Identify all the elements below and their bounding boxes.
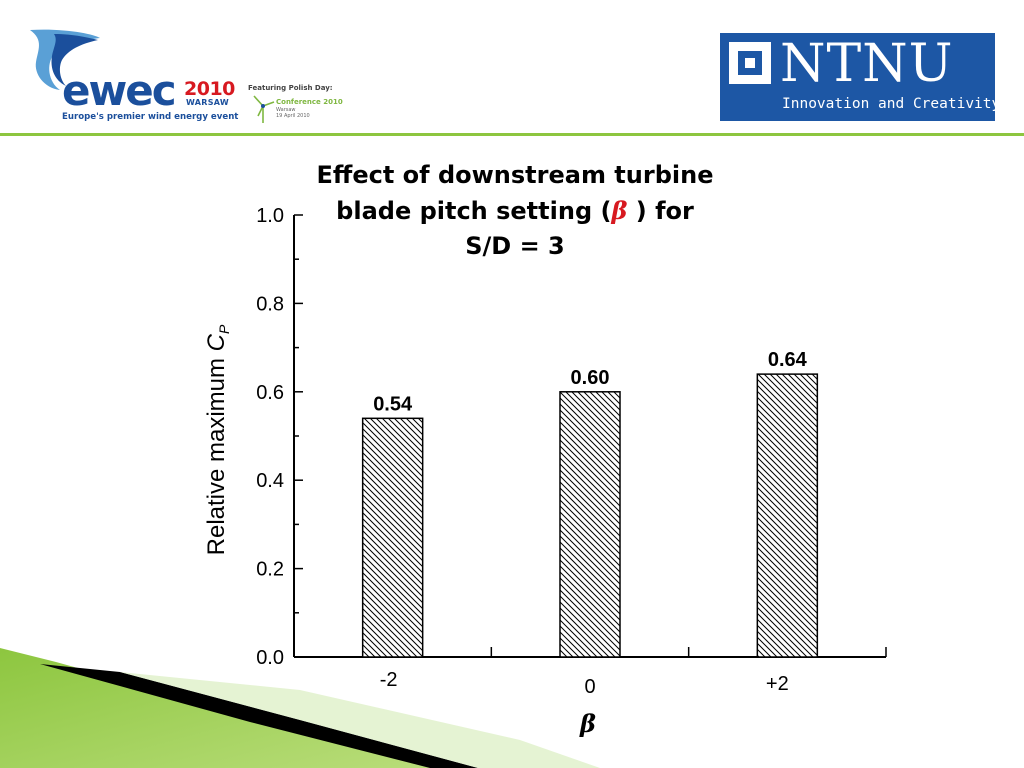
data-label: 0.54: [373, 393, 413, 415]
title-beta-symbol: β: [611, 196, 628, 225]
light-swoosh: [120, 672, 600, 768]
conference-date: 19 April 2010: [276, 113, 310, 119]
conference-title: Conference 2010: [276, 98, 343, 106]
y-tick-label: 1.0: [256, 205, 284, 227]
polish-day-label: Featuring Polish Day:: [248, 84, 333, 92]
ntnu-square-icon: [729, 42, 771, 84]
y-tick-label: 0.8: [256, 293, 284, 315]
small-turbine-icon: [253, 95, 275, 123]
bar--2: [361, 417, 424, 658]
y-tick-label: 0.6: [256, 382, 284, 404]
header-divider: [0, 133, 1024, 136]
chart-bars: [361, 373, 819, 658]
ntnu-slogan: Innovation and Creativity: [782, 96, 1001, 112]
bar-+2: [756, 373, 819, 658]
y-axis-label: Relative maximum CP: [203, 324, 232, 555]
data-label: 0.60: [571, 367, 610, 389]
ewec-year: 2010: [184, 78, 235, 100]
data-label: 0.64: [768, 349, 808, 371]
y-tick-label: 0.0: [256, 647, 284, 669]
chart-labels: 0.0 0.2 0.4 0.6 0.8 1.0 0.54 0.60 0.64 -2 0 +2 β Rela…: [203, 205, 808, 738]
conference-city: Warsaw: [276, 107, 296, 113]
ntnu-logo: NTNU Innovation and Creativity: [720, 33, 1000, 121]
x-tick-label: 0: [584, 676, 595, 698]
x-axis-label: β: [579, 709, 596, 738]
black-swoosh: [40, 664, 478, 768]
x-tick-label: -2: [380, 669, 398, 691]
bar-0: [559, 391, 621, 658]
ewec-2010-logo: ewec 2010 WARSAW Europe's premier wind e…: [24, 24, 354, 132]
ntnu-wordmark: NTNU: [780, 34, 954, 94]
title-text-start: Effect of downstream turbine blade pitch…: [316, 161, 714, 225]
ewec-city: WARSAW: [186, 98, 230, 107]
x-tick-label: +2: [766, 673, 789, 695]
title-text-end: ) for S/D = 3: [465, 197, 694, 260]
ewec-wordmark: ewec: [62, 66, 177, 115]
ewec-tagline: Europe's premier wind energy event: [62, 112, 239, 122]
y-tick-label: 0.2: [256, 559, 284, 581]
y-tick-label: 0.4: [256, 470, 284, 492]
turbine-blade-icon: [30, 29, 100, 90]
chart-title: Effect of downstream turbine blade pitch…: [310, 158, 720, 264]
